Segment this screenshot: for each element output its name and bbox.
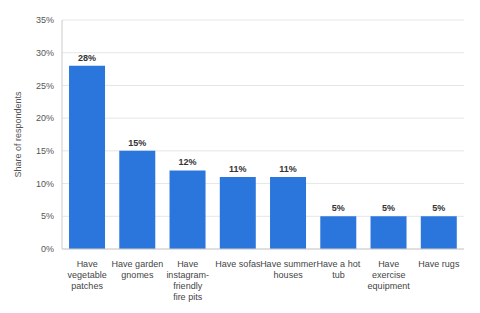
svg-text:Have a hottub: Have a hottub [317, 259, 361, 280]
svg-text:5%: 5% [432, 203, 445, 213]
svg-text:10%: 10% [36, 179, 54, 189]
svg-text:5%: 5% [41, 211, 54, 221]
svg-text:Haveinstagram-friendlyfire pit: Haveinstagram-friendlyfire pits [166, 259, 209, 302]
svg-text:15%: 15% [36, 146, 54, 156]
svg-text:15%: 15% [128, 138, 146, 148]
svg-text:5%: 5% [382, 203, 395, 213]
svg-text:11%: 11% [279, 164, 297, 174]
svg-text:12%: 12% [179, 157, 197, 167]
svg-text:35%: 35% [36, 15, 54, 25]
svg-text:Have sofas: Have sofas [215, 259, 261, 269]
svg-text:0%: 0% [41, 244, 54, 254]
svg-text:Havevegetablepatches: Havevegetablepatches [68, 259, 107, 291]
svg-text:11%: 11% [229, 164, 247, 174]
svg-text:5%: 5% [332, 203, 345, 213]
svg-text:Haveexerciseequipment: Haveexerciseequipment [368, 259, 411, 291]
svg-text:Share of respondents: Share of respondents [13, 91, 23, 178]
svg-text:20%: 20% [36, 113, 54, 123]
svg-text:Have gardengnomes: Have gardengnomes [112, 259, 164, 280]
svg-text:Have rugs: Have rugs [418, 259, 460, 269]
svg-text:25%: 25% [36, 81, 54, 91]
svg-text:30%: 30% [36, 48, 54, 58]
svg-text:28%: 28% [78, 53, 96, 63]
svg-text:Have summerhouses: Have summerhouses [260, 259, 316, 280]
